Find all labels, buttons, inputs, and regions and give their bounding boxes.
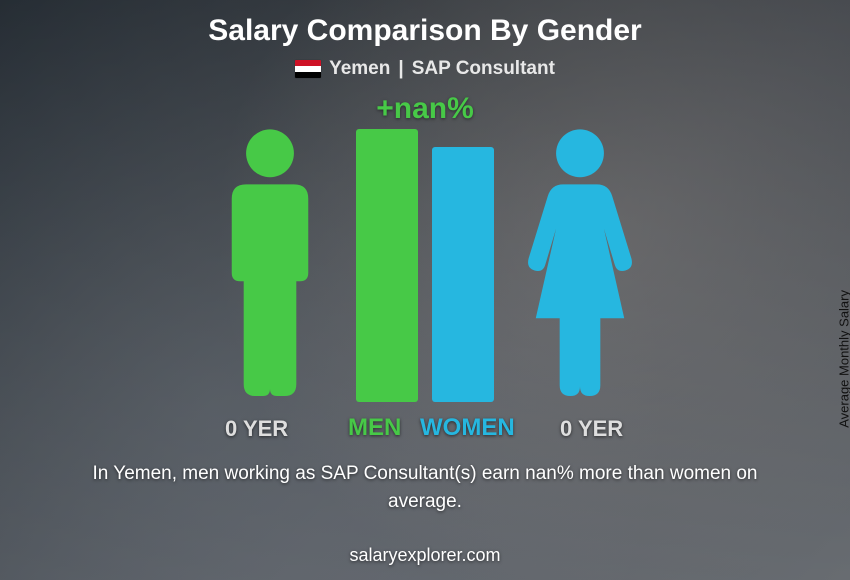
subtitle-country: Yemen <box>329 58 390 80</box>
watermark: salaryexplorer.com <box>0 545 850 566</box>
bar-women <box>432 147 494 402</box>
man-icon <box>210 127 330 402</box>
page-title: Salary Comparison By Gender <box>0 14 850 48</box>
flag-stripe-bottom <box>295 72 321 78</box>
infographic-canvas: Salary Comparison By Gender Yemen | SAP … <box>0 0 850 580</box>
description-text: In Yemen, men working as SAP Consultant(… <box>60 460 790 515</box>
subtitle-separator: | <box>398 58 403 80</box>
women-salary-value: 0 YER <box>560 416 623 442</box>
axis-labels: 0 YER MEN WOMEN 0 YER <box>0 406 850 442</box>
woman-icon <box>520 127 640 402</box>
y-axis-label: Average Monthly Salary <box>837 290 850 428</box>
percent-diff-label: +nan% <box>376 92 474 126</box>
chart-area: +nan% 0 YER MEN WOMEN 0 YER <box>0 90 850 450</box>
men-salary-value: 0 YER <box>225 416 288 442</box>
woman-icon-svg <box>520 127 640 402</box>
bar-men <box>356 129 418 402</box>
subtitle-role: SAP Consultant <box>412 58 555 80</box>
man-icon-svg <box>210 127 330 402</box>
subtitle-row: Yemen | SAP Consultant <box>0 58 850 80</box>
men-label: MEN <box>348 414 401 442</box>
flag-icon <box>295 60 321 78</box>
women-label: WOMEN <box>420 414 515 442</box>
